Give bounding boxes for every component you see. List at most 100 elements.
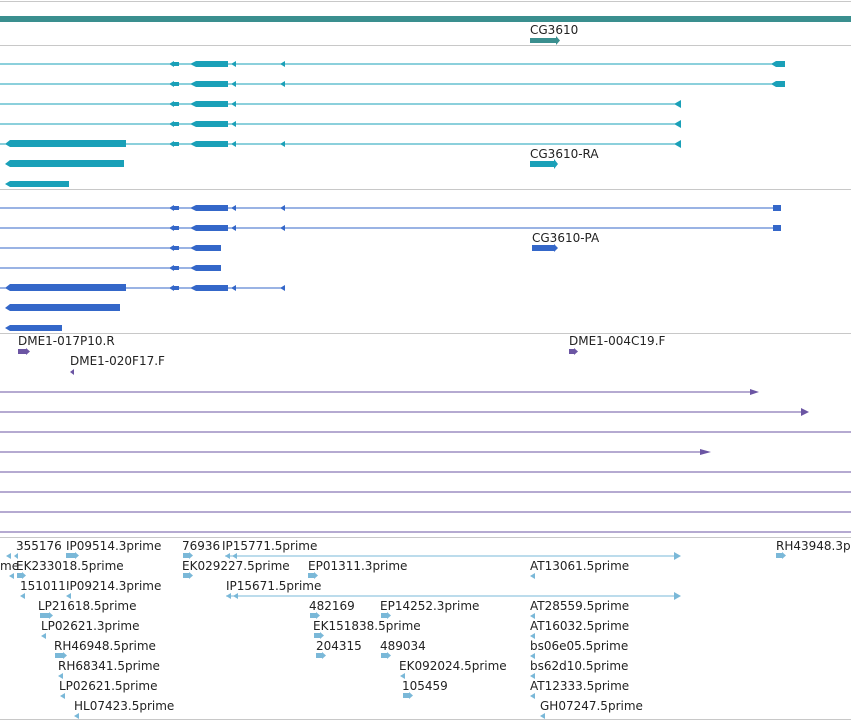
est-label[interactable]: EP01311.3prime xyxy=(308,559,408,573)
est-label[interactable]: IP09214.3prime xyxy=(66,579,162,593)
est-feature[interactable] xyxy=(66,553,75,558)
est-label[interactable]: IP09514.3prime xyxy=(66,539,162,553)
est-label[interactable]: RH46948.5prime xyxy=(54,639,156,653)
protein-row[interactable] xyxy=(0,284,285,291)
clone-row[interactable] xyxy=(0,408,809,416)
clone-row[interactable] xyxy=(0,449,711,455)
est-label[interactable]: 151011 xyxy=(20,579,66,593)
clone-track[interactable] xyxy=(0,348,851,533)
est-label[interactable]: 482169 xyxy=(309,599,355,613)
est-feature[interactable] xyxy=(530,673,535,679)
est-feature[interactable] xyxy=(14,553,18,559)
transcript-row[interactable] xyxy=(0,140,681,148)
transcript-row[interactable] xyxy=(0,100,681,108)
gene-label-cg3610[interactable]: CG3610 xyxy=(530,23,579,37)
transcript-row[interactable] xyxy=(5,159,558,169)
clone-feature[interactable] xyxy=(70,369,74,375)
est-label[interactable]: HL07423.5prime xyxy=(74,699,175,713)
est-label[interactable]: AT28559.5prime xyxy=(530,599,630,613)
protein-row[interactable] xyxy=(5,325,62,331)
est-feature[interactable] xyxy=(316,653,322,658)
est-feature[interactable] xyxy=(400,673,405,679)
est-label[interactable]: EK233018.5prime xyxy=(16,559,124,573)
clone-label[interactable]: DME1-020F17.F xyxy=(70,354,165,368)
est-feature[interactable] xyxy=(540,713,545,719)
est-feature[interactable] xyxy=(776,553,782,558)
transcript-row[interactable] xyxy=(5,181,69,187)
protein-row[interactable] xyxy=(0,265,221,271)
transcript-row[interactable] xyxy=(0,81,785,87)
est-track[interactable] xyxy=(6,552,786,719)
est-label[interactable]: EP14252.3prime xyxy=(380,599,480,613)
est-label[interactable]: EK029227.5prime xyxy=(182,559,290,573)
est-label[interactable]: 355176 xyxy=(16,539,62,553)
est-feature[interactable] xyxy=(55,653,63,658)
est-label[interactable]: AT16032.5prime xyxy=(530,619,630,633)
est-label[interactable]: 489034 xyxy=(380,639,426,653)
est-feature[interactable] xyxy=(530,633,535,639)
est-label[interactable]: LP02621.5prime xyxy=(59,679,158,693)
est-feature[interactable] xyxy=(381,653,387,658)
transcript-row[interactable] xyxy=(0,61,785,67)
est-feature[interactable] xyxy=(66,593,71,599)
est-feature[interactable] xyxy=(530,613,535,619)
est-label[interactable]: GH07247.5prime xyxy=(540,699,643,713)
est-label[interactable]: EK092024.5prime xyxy=(399,659,507,673)
protein-row[interactable] xyxy=(0,244,558,252)
transcript-label-cg3610-ra[interactable]: CG3610-RA xyxy=(530,147,599,161)
protein-row[interactable] xyxy=(0,225,781,231)
est-label[interactable]: 105459 xyxy=(402,679,448,693)
est-feature[interactable] xyxy=(6,553,11,559)
est-label[interactable]: bs62d10.5prime xyxy=(530,659,629,673)
est-feature[interactable] xyxy=(17,573,22,578)
est-feature[interactable] xyxy=(381,613,387,618)
gene-feature-cg3610[interactable] xyxy=(530,38,556,43)
est-feature[interactable] xyxy=(60,693,65,699)
est-label[interactable]: RH68341.5prime xyxy=(58,659,160,673)
clone-row[interactable] xyxy=(0,389,759,395)
gene-span-bar[interactable] xyxy=(0,16,851,22)
est-feature[interactable] xyxy=(225,552,681,560)
est-feature[interactable] xyxy=(310,613,316,618)
est-feature[interactable] xyxy=(58,673,63,679)
est-label[interactable]: 76936 xyxy=(182,539,221,553)
est-feature[interactable] xyxy=(530,693,535,699)
protein-row[interactable] xyxy=(5,304,120,311)
est-feature[interactable] xyxy=(226,592,681,600)
est-label[interactable]: LP21618.5prime xyxy=(38,599,137,613)
est-label[interactable]: me xyxy=(0,559,20,573)
est-label[interactable]: AT13061.5prime xyxy=(530,559,630,573)
gene-track[interactable] xyxy=(0,16,851,45)
transcript-row[interactable] xyxy=(0,120,681,128)
est-label[interactable]: RH43948.3p xyxy=(776,539,851,553)
est-label[interactable]: IP15771.5prime xyxy=(222,539,318,553)
est-feature[interactable] xyxy=(40,613,49,618)
est-feature[interactable] xyxy=(41,633,46,639)
est-label[interactable]: LP02621.3prime xyxy=(41,619,140,633)
est-feature[interactable] xyxy=(183,553,189,558)
est-feature[interactable] xyxy=(9,573,14,579)
clone-label[interactable]: DME1-017P10.R xyxy=(18,334,115,348)
transcript-track[interactable] xyxy=(0,61,785,187)
est-feature[interactable] xyxy=(314,633,320,638)
protein-row[interactable] xyxy=(0,205,781,211)
est-label[interactable]: 204315 xyxy=(316,639,362,653)
clone-feature[interactable] xyxy=(569,349,574,354)
est-label[interactable]: AT12333.5prime xyxy=(530,679,630,693)
est-feature[interactable] xyxy=(183,573,189,578)
est-feature[interactable] xyxy=(308,573,314,578)
est-label[interactable]: IP15671.5prime xyxy=(226,579,322,593)
transcript-feature-cg3610-ra[interactable] xyxy=(530,161,554,167)
clone-feature[interactable] xyxy=(18,349,26,354)
est-feature[interactable] xyxy=(530,653,535,659)
clone-label[interactable]: DME1-004C19.F xyxy=(569,334,666,348)
protein-label-cg3610-pa[interactable]: CG3610-PA xyxy=(532,231,600,245)
est-feature[interactable] xyxy=(74,713,79,719)
est-label[interactable]: bs06e05.5prime xyxy=(530,639,629,653)
protein-track[interactable] xyxy=(0,205,781,331)
protein-feature-cg3610-pa[interactable] xyxy=(532,245,554,251)
est-label[interactable]: EK151838.5prime xyxy=(313,619,421,633)
est-feature[interactable] xyxy=(20,593,25,599)
est-feature[interactable] xyxy=(530,573,535,579)
est-feature[interactable] xyxy=(403,693,409,698)
